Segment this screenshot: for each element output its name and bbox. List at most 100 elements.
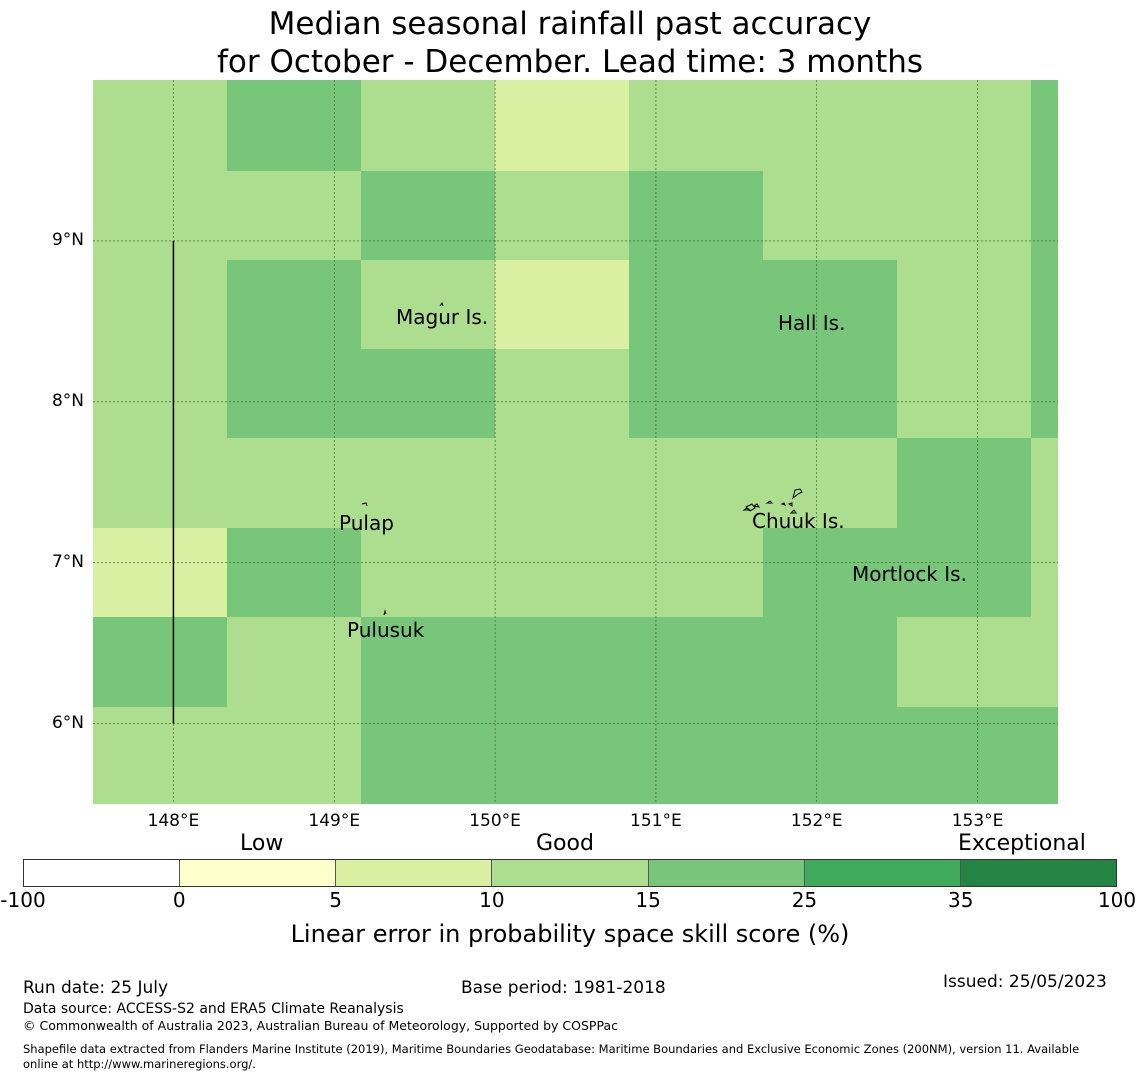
legend-swatch-2 bbox=[180, 860, 337, 886]
lon-label-149e: 149°E bbox=[308, 811, 361, 831]
legend-band-low: Low bbox=[240, 831, 284, 856]
skill-cell bbox=[495, 349, 629, 438]
skill-cell bbox=[93, 171, 227, 260]
skill-cell bbox=[361, 171, 495, 260]
skill-cell bbox=[361, 349, 495, 438]
skill-cell bbox=[763, 260, 897, 349]
lat-label-8n: 8°N bbox=[51, 390, 84, 411]
legend-tick: 0 bbox=[172, 888, 186, 912]
skill-cell bbox=[227, 260, 361, 349]
skill-cell bbox=[227, 617, 361, 707]
skill-cell bbox=[897, 260, 1031, 349]
base-period: Base period: 1981-2018 bbox=[461, 978, 666, 998]
legend-tick: 35 bbox=[947, 888, 974, 912]
skill-cell bbox=[897, 349, 1031, 438]
legend-swatch-4 bbox=[492, 860, 649, 886]
map-title-line-1: Median seasonal rainfall past accuracy bbox=[268, 6, 872, 42]
skill-cell bbox=[361, 80, 495, 171]
skill-cell bbox=[1031, 171, 1058, 260]
legend-swatch-7 bbox=[960, 860, 1116, 886]
legend-band-good: Good bbox=[536, 831, 594, 856]
skill-cell bbox=[93, 438, 227, 528]
skill-cell bbox=[629, 80, 763, 171]
skill-cell bbox=[763, 438, 897, 528]
skill-cell bbox=[93, 528, 227, 617]
legend-tick: 25 bbox=[791, 888, 818, 912]
skill-cell bbox=[763, 617, 897, 707]
graticule bbox=[93, 80, 1058, 804]
lon-label-153e: 153°E bbox=[951, 811, 1004, 831]
island-label-mortlock: Mortlock Is. bbox=[852, 562, 967, 586]
skill-cell bbox=[1031, 438, 1058, 528]
legend-band-exceptional: Exceptional bbox=[958, 831, 1086, 856]
skill-cell bbox=[227, 707, 361, 804]
skill-cell bbox=[495, 707, 629, 804]
legend-swatch-5 bbox=[648, 860, 805, 886]
skill-cell bbox=[93, 617, 227, 707]
skill-cell bbox=[227, 528, 361, 617]
legend-tick: 10 bbox=[479, 888, 505, 912]
skill-cell bbox=[629, 528, 763, 617]
data-source: Data source: ACCESS-S2 and ERA5 Climate … bbox=[23, 1001, 404, 1017]
island-outlines bbox=[361, 301, 803, 616]
copyright-notice: © Commonwealth of Australia 2023, Austra… bbox=[23, 1018, 618, 1033]
skill-cell bbox=[93, 707, 227, 804]
legend-colorbar bbox=[23, 859, 1117, 887]
shapefile-credit-line-2: online at http://www.marineregions.org/. bbox=[23, 1057, 256, 1071]
skill-cell bbox=[227, 80, 361, 171]
pulusuk-coastline bbox=[383, 609, 387, 616]
skill-cell bbox=[1031, 80, 1058, 171]
lon-label-152e: 152°E bbox=[790, 811, 843, 831]
skill-cell bbox=[361, 528, 495, 617]
legend-swatch-3 bbox=[336, 860, 493, 886]
skill-cell bbox=[629, 707, 763, 804]
map-title-line-2: for October - December. Lead time: 3 mon… bbox=[216, 44, 924, 80]
skill-cell bbox=[1031, 528, 1058, 617]
skill-cell bbox=[227, 171, 361, 260]
legend-tick: 15 bbox=[635, 888, 661, 912]
skill-cell bbox=[763, 528, 897, 617]
lat-label-7n: 7°N bbox=[51, 551, 84, 572]
skill-cell bbox=[629, 349, 763, 438]
legend-tick: 100 bbox=[1097, 888, 1137, 912]
skill-cell bbox=[495, 171, 629, 260]
legend-tick: -100 bbox=[0, 888, 46, 912]
chuuk-lagoon-coastline bbox=[742, 488, 803, 514]
pulap-coastline bbox=[361, 502, 368, 507]
skill-cell bbox=[361, 707, 495, 804]
skill-cell bbox=[763, 349, 897, 438]
island-label-magur: Magur Is. bbox=[396, 305, 489, 329]
island-label-pulusuk: Pulusuk bbox=[347, 618, 425, 642]
skill-map-svg bbox=[93, 80, 1058, 804]
skill-grid bbox=[93, 80, 1058, 804]
lon-label-148e: 148°E bbox=[147, 811, 200, 831]
skill-cell bbox=[629, 617, 763, 707]
skill-cell bbox=[495, 80, 629, 171]
legend-swatch-6 bbox=[804, 860, 961, 886]
run-date: Run date: 25 July bbox=[23, 978, 169, 998]
legend-tick: 5 bbox=[329, 888, 342, 912]
skill-cell bbox=[629, 438, 763, 528]
magur-coastline bbox=[439, 301, 444, 307]
skill-map bbox=[93, 80, 1058, 804]
skill-cell bbox=[495, 528, 629, 617]
skill-cell bbox=[361, 438, 495, 528]
island-label-pulap: Pulap bbox=[339, 511, 394, 535]
skill-cell bbox=[763, 80, 1031, 171]
skill-cell bbox=[1031, 260, 1058, 349]
skill-cell bbox=[361, 260, 495, 349]
island-label-chuuk: Chuuk Is. bbox=[752, 509, 845, 533]
legend-label: Linear error in probability space skill … bbox=[290, 920, 850, 948]
skill-cell bbox=[227, 438, 361, 528]
lat-label-6n: 6°N bbox=[51, 712, 84, 733]
skill-cell bbox=[897, 707, 1058, 804]
issued-date: Issued: 25/05/2023 bbox=[943, 972, 1107, 992]
skill-cell bbox=[897, 528, 1031, 617]
island-label-hall: Hall Is. bbox=[778, 311, 846, 335]
skill-cell bbox=[763, 707, 897, 804]
skill-cell bbox=[629, 171, 763, 260]
skill-cell bbox=[93, 260, 227, 349]
lon-label-151e: 151°E bbox=[630, 811, 682, 831]
skill-cell bbox=[93, 349, 227, 438]
legend-swatch-1 bbox=[24, 860, 181, 886]
